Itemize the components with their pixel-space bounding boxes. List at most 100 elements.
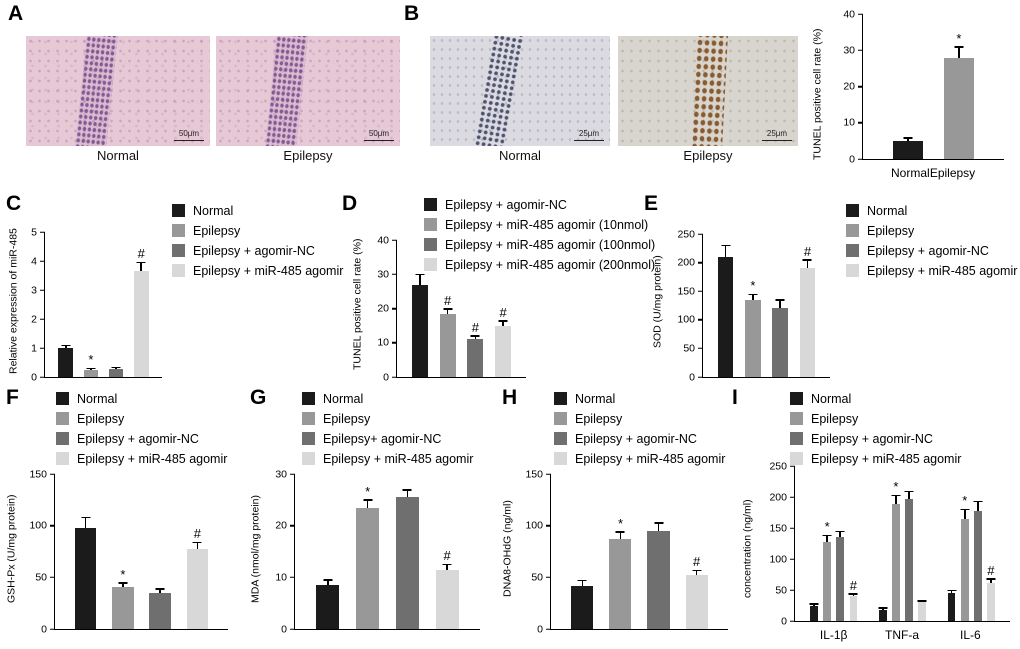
- bar: [772, 308, 789, 377]
- error-bar: [813, 603, 815, 606]
- bar-slot: [142, 474, 179, 629]
- y-tick-mark: [392, 273, 397, 275]
- legend-item: Epilepsy + miR-485 agomir: [790, 452, 961, 466]
- legend-item: Epilepsy + agomir-NC: [424, 198, 655, 212]
- bar: [799, 268, 816, 377]
- scale-label: 25μm: [766, 129, 788, 139]
- y-tick-mark: [858, 85, 863, 88]
- bar-slot: [53, 232, 78, 377]
- panel-label-h: H: [502, 386, 518, 409]
- legend-item: Epilepsy: [554, 411, 725, 426]
- chart-tunel-rate-d: TUNEL positive cell rate (%) 0 10 20 30 40 # #…: [350, 226, 534, 382]
- error-bar: [907, 137, 909, 141]
- error-bar: [921, 600, 923, 603]
- legend-swatch: [790, 452, 803, 465]
- legend-label: Epilepsy + agomir-NC: [811, 431, 933, 446]
- tissue-band: [690, 36, 728, 146]
- bar: [987, 582, 995, 621]
- chart-cytokine-concentration: concentration (ng/ml) 0 50 100 150 200 250 * # *…: [740, 452, 1016, 646]
- y-tick-mark: [698, 290, 703, 292]
- y-axis-label: Relative expression of miR-485: [7, 228, 20, 374]
- legend-label: Epilepsy: [811, 411, 859, 426]
- legend-f: Normal Epilepsy Epilepsy + agomir-NC Epilep…: [56, 392, 227, 472]
- legend-item: Epilepsy: [56, 412, 227, 426]
- bars: * #: [55, 474, 228, 629]
- bar: [893, 140, 923, 159]
- y-tick-mark: [546, 576, 551, 579]
- legend-item: Normal: [56, 392, 227, 406]
- bars: * #: [45, 232, 162, 377]
- legend-item: Epilepsy: [790, 411, 961, 426]
- bar-slot: [876, 466, 889, 621]
- y-tick-mark: [546, 473, 551, 475]
- scale-label: 50μm: [368, 129, 390, 139]
- legend-label: Epilepsy + agomir-NC: [193, 243, 315, 258]
- bars: * #: [703, 234, 830, 377]
- bar: [823, 541, 831, 621]
- image-caption: Normal: [499, 148, 541, 163]
- y-tick-mark: [698, 233, 703, 235]
- legend-item: Epilepsy: [302, 412, 473, 426]
- bar: [395, 497, 419, 629]
- bar-slot: *: [889, 466, 902, 621]
- bar: [947, 593, 956, 621]
- y-tick-mark: [790, 589, 795, 591]
- bar: [960, 518, 969, 621]
- legend-item: Epilepsy + miR-485 agomir: [846, 264, 1017, 278]
- legend-swatch: [302, 432, 315, 445]
- bar: [133, 271, 149, 377]
- y-tick-label: 150: [769, 521, 787, 534]
- y-tick-mark: [50, 473, 55, 475]
- image-caption: Epilepsy: [683, 148, 733, 163]
- y-tick-mark: [392, 376, 397, 378]
- significance-marker: *: [893, 479, 899, 495]
- legend-label: Epilepsy: [575, 411, 623, 426]
- plot-area: 0 10 20 30 40 *: [843, 9, 1004, 164]
- legend-label: Epilepsy + agomir-NC: [575, 431, 697, 446]
- y-tick-mark: [290, 628, 295, 630]
- legend-c: Normal Epilepsy Epilepsy + agomir-NC Epilep…: [172, 204, 343, 284]
- tissue-band: [264, 36, 310, 146]
- plot-area: 0 50 100 150 * #: [29, 469, 228, 634]
- significance-marker: *: [365, 483, 371, 499]
- scale-bar: 50μm: [174, 129, 204, 141]
- error-bar: [446, 308, 449, 314]
- significance-marker: #: [443, 548, 451, 564]
- y-tick-mark: [698, 261, 703, 264]
- bar: [918, 602, 926, 621]
- y-tick-mark: [290, 473, 295, 475]
- y-tick-mark: [790, 620, 795, 622]
- bar: [495, 325, 512, 377]
- legend-label: Normal: [193, 203, 234, 218]
- legend-label: Normal: [575, 391, 616, 406]
- bar-slot: [712, 234, 739, 377]
- scale-bar: 25μm: [762, 129, 792, 141]
- significance-marker: *: [956, 30, 962, 46]
- scale-line: [762, 140, 792, 141]
- tunel-stain-image-normal: 25μm: [430, 36, 610, 146]
- bar-slot: *: [104, 474, 141, 629]
- bar-slot: *: [601, 474, 639, 629]
- y-tick-mark: [50, 628, 55, 630]
- bar-slot: [971, 466, 984, 621]
- bar-slot: #: [794, 234, 821, 377]
- y-tick-label: 50: [531, 571, 543, 584]
- legend-swatch: [172, 244, 185, 257]
- bar-slot: [916, 466, 929, 621]
- legend-swatch: [56, 432, 69, 445]
- bar: [892, 504, 900, 621]
- y-tick-label: 3: [31, 283, 37, 296]
- plot-area: 0 50 100 150 200 250 * #: [677, 229, 830, 382]
- error-bar: [196, 542, 199, 550]
- y-tick-label: 150: [525, 467, 543, 480]
- bar-slot: [308, 474, 348, 629]
- image-caption: Epilepsy: [283, 148, 333, 163]
- y-tick-label: 50: [683, 342, 695, 355]
- bar: [849, 596, 858, 621]
- y-tick-label: 2: [31, 312, 37, 325]
- y-tick-label: 100: [677, 313, 695, 326]
- error-bar: [908, 491, 910, 499]
- x-axis-label: IL-1β: [819, 628, 848, 642]
- scale-bar: 50μm: [364, 129, 394, 141]
